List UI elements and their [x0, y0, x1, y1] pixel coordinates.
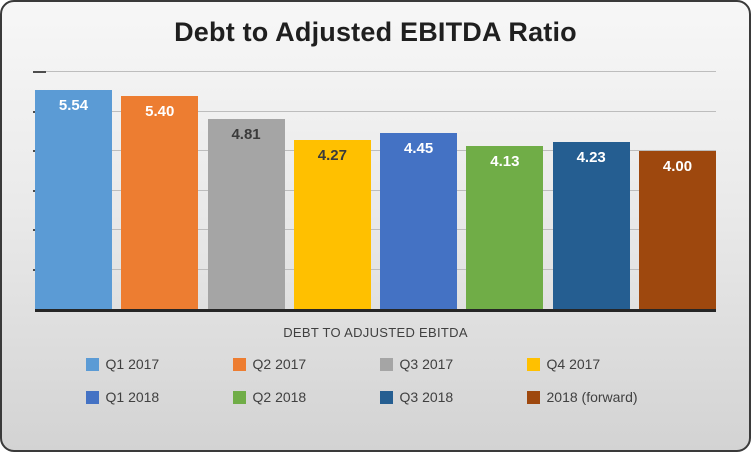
legend-item-q1-2017: Q1 2017 [85, 356, 225, 372]
bar-value-label: 5.54 [58, 97, 89, 115]
bar-value-label: 4.45 [404, 140, 434, 158]
bar-value-label: 4.81 [231, 126, 261, 144]
gridline [35, 71, 716, 72]
bar-q2-2018: 4.13 [466, 145, 544, 309]
gridline [35, 268, 716, 270]
x-axis-label: DEBT TO ADJUSTED EBITDA [283, 325, 468, 340]
bar-value-label: 4.00 [662, 158, 693, 175]
gridline [35, 110, 716, 112]
gridline [35, 189, 716, 191]
legend-swatch-icon [526, 357, 540, 371]
legend-item-q2-2017: Q2 2017 [232, 356, 372, 372]
bar-q3-2018: 4.23 [552, 141, 630, 309]
legend-label: Q3 2017 [399, 356, 454, 372]
plot-area: 5.54 5.40 4.81 4.27 4.45 4.13 4.23 4.00 [33, 71, 716, 312]
bar-q2-2017: 5.40 [121, 95, 199, 309]
bar-q4-2017: 4.27 [293, 140, 371, 309]
legend-label: Q4 2017 [546, 356, 601, 372]
axis-tick [33, 71, 46, 73]
legend-item-q3-2018: Q3 2018 [379, 389, 519, 405]
legend-label: Q2 2017 [252, 356, 307, 372]
bar-value-label: 4.13 [490, 152, 520, 170]
legend-item-q1-2018: Q1 2018 [85, 389, 225, 405]
legend-item-q2-2018: Q2 2018 [232, 389, 372, 405]
bar-2018-forward: 4.00 [638, 151, 716, 309]
gridline [35, 229, 716, 230]
bar-q1-2017: 5.54 [35, 90, 112, 309]
legend-swatch-icon [379, 390, 393, 404]
bars-container: 5.54 5.40 4.81 4.27 4.45 4.13 4.23 4.00 [35, 72, 716, 309]
legend-swatch-icon [85, 390, 99, 404]
bar-value-label: 4.23 [576, 148, 606, 166]
legend-label: Q2 2018 [252, 389, 307, 405]
legend-label: 2018 (forward) [546, 389, 638, 405]
legend-item-q3-2017: Q3 2017 [379, 356, 519, 372]
legend-swatch-icon [526, 390, 540, 404]
legend-swatch-icon [85, 357, 99, 371]
legend-label: Q1 2017 [105, 356, 160, 372]
legend-swatch-icon [232, 390, 246, 404]
legend-swatch-icon [379, 357, 393, 371]
legend: Q1 2017 Q2 2017 Q3 2017 Q4 2017 Q1 2018 Q2 20… [85, 356, 666, 405]
legend-label: Q1 2018 [105, 389, 160, 405]
bar-value-label: 5.40 [145, 102, 175, 120]
bar-q3-2017: 4.81 [207, 119, 285, 309]
legend-swatch-icon [232, 357, 246, 371]
bar-value-label: 4.27 [317, 147, 347, 165]
chart-title: Debt to Adjusted EBITDA Ratio [174, 17, 577, 47]
legend-item-2018-forward: 2018 (forward) [526, 389, 666, 405]
gridline [35, 150, 716, 151]
bar-q1-2018: 4.45 [380, 133, 458, 309]
legend-label: Q3 2018 [399, 389, 454, 405]
legend-item-q4-2017: Q4 2017 [526, 356, 666, 372]
